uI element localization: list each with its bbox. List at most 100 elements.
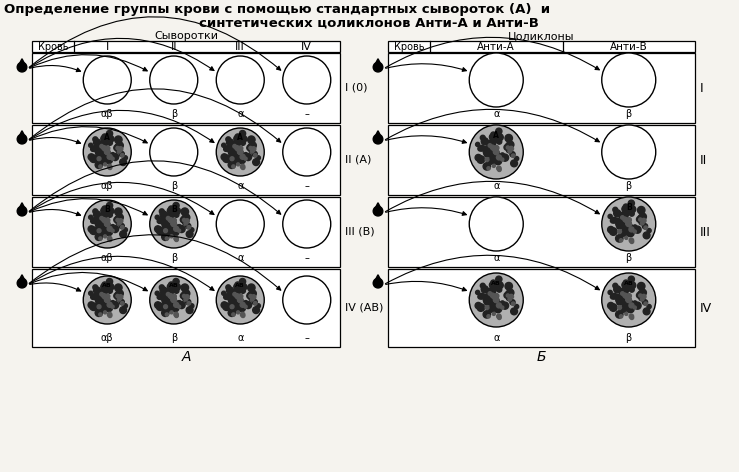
Circle shape: [373, 278, 383, 288]
Point: [494, 281, 505, 289]
Point: [246, 295, 258, 302]
Text: –: –: [304, 333, 309, 343]
Point: [236, 301, 248, 309]
Point: [234, 302, 246, 310]
Point: [481, 156, 493, 163]
Point: [632, 226, 644, 234]
Point: [492, 152, 504, 159]
Point: [117, 300, 129, 307]
Point: [231, 288, 242, 295]
Text: II: II: [700, 153, 707, 167]
Point: [488, 279, 500, 287]
Point: [98, 296, 110, 303]
Point: [222, 284, 234, 291]
Point: [168, 226, 180, 234]
Point: [164, 299, 176, 306]
Point: [486, 291, 498, 299]
Point: [169, 304, 181, 312]
Point: [486, 299, 498, 307]
Point: [184, 306, 196, 314]
Point: [164, 292, 176, 300]
Point: [240, 299, 252, 306]
Point: [120, 226, 132, 234]
Point: [619, 223, 630, 231]
Point: [619, 211, 631, 219]
Point: [625, 312, 637, 320]
Text: AB: AB: [624, 281, 633, 287]
Point: [487, 148, 499, 156]
Point: [611, 210, 623, 217]
Point: [474, 145, 486, 152]
Point: [234, 152, 245, 159]
Point: [493, 127, 505, 135]
Point: [103, 301, 115, 309]
Point: [99, 133, 111, 140]
Point: [237, 312, 249, 320]
Point: [481, 296, 493, 304]
Circle shape: [217, 276, 265, 324]
Point: [93, 220, 105, 228]
Point: [472, 154, 484, 161]
Circle shape: [217, 128, 265, 176]
Point: [165, 283, 177, 290]
Point: [629, 304, 641, 312]
Point: [608, 217, 620, 224]
Point: [224, 139, 236, 146]
Text: αβ: αβ: [101, 333, 114, 343]
Point: [614, 222, 626, 230]
Point: [107, 299, 119, 306]
Point: [624, 223, 636, 231]
Point: [624, 296, 636, 304]
Point: [88, 303, 100, 311]
Text: –: –: [304, 181, 309, 191]
Point: [87, 217, 99, 225]
Point: [245, 136, 257, 143]
Point: [93, 227, 105, 235]
Point: [183, 224, 194, 231]
Point: [101, 226, 113, 234]
Point: [477, 282, 488, 289]
Point: [219, 301, 231, 309]
Point: [607, 228, 619, 236]
Point: [184, 230, 196, 238]
Point: [103, 202, 115, 209]
Point: [99, 293, 111, 300]
Circle shape: [469, 53, 523, 107]
Point: [236, 304, 248, 312]
Point: [637, 213, 649, 220]
Point: [491, 155, 503, 163]
Point: [490, 296, 502, 304]
Point: [620, 216, 632, 224]
Circle shape: [283, 128, 331, 176]
Point: [620, 296, 632, 303]
Point: [235, 298, 247, 305]
Point: [93, 296, 105, 304]
Text: β: β: [171, 181, 177, 191]
Point: [505, 145, 517, 152]
Circle shape: [283, 200, 331, 248]
Point: [487, 281, 499, 289]
Point: [102, 296, 114, 304]
Point: [226, 148, 238, 156]
Point: [168, 295, 180, 303]
Point: [181, 217, 193, 225]
Point: [246, 146, 258, 154]
Point: [160, 233, 171, 241]
Point: [233, 138, 245, 145]
Point: [236, 130, 248, 137]
Point: [164, 216, 176, 224]
Point: [624, 222, 636, 230]
Point: [237, 164, 249, 171]
Circle shape: [217, 200, 265, 248]
Point: [104, 135, 116, 143]
Circle shape: [373, 135, 383, 144]
Point: [86, 301, 98, 309]
Point: [155, 293, 167, 300]
Point: [490, 148, 502, 156]
Point: [230, 304, 242, 312]
Text: I (0): I (0): [345, 83, 367, 93]
Text: A: A: [104, 133, 110, 142]
Point: [118, 306, 129, 314]
Point: [179, 284, 191, 292]
Point: [160, 303, 171, 311]
